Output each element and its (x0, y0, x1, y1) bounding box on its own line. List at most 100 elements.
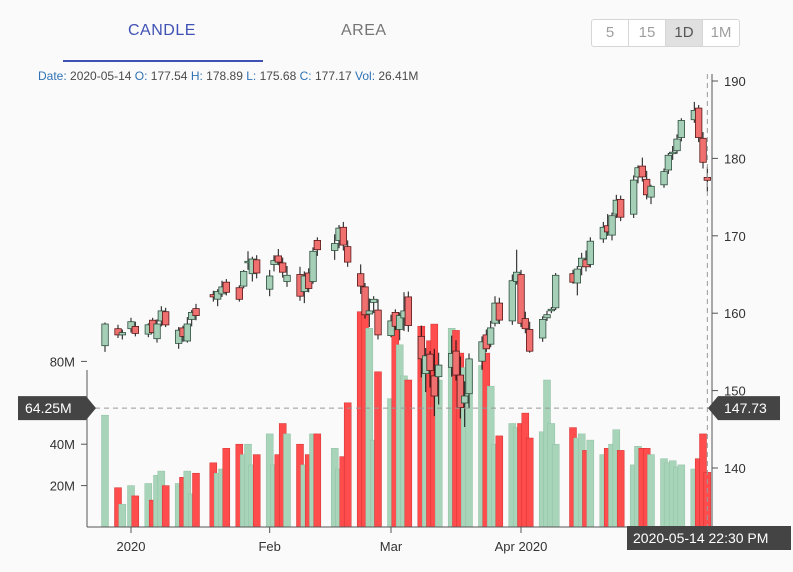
candle-body (426, 353, 434, 371)
candle-body (460, 395, 469, 404)
ohlc-vol-value: 26.41M (378, 69, 419, 83)
candle-body (638, 165, 646, 178)
volume-bar (161, 485, 170, 528)
candle-body (192, 308, 200, 317)
candle-body (669, 151, 677, 155)
crosshair-price-label: 147.73 (724, 400, 767, 416)
ohlc-close-key: C: (299, 69, 312, 83)
candle-body (404, 296, 413, 326)
volume-bar (551, 443, 560, 528)
time-range-selector: 5 15 1D 1M (591, 19, 740, 47)
candle-body (543, 314, 551, 319)
candle-body (508, 280, 517, 322)
volume-bar (222, 448, 231, 528)
crosshair-date-badge (627, 526, 791, 550)
candle-body (673, 138, 681, 152)
volume-tick-label: 40M (50, 437, 75, 452)
candle-body (369, 298, 378, 303)
candle-body (677, 120, 685, 138)
candle-body (617, 198, 625, 218)
candle-body (573, 268, 581, 284)
candle-body (309, 250, 317, 282)
candle-body (239, 270, 248, 287)
candle-body (101, 323, 109, 347)
tab-area[interactable]: AREA (341, 22, 387, 39)
ohlc-low-key: L: (246, 69, 257, 83)
volume-bar (313, 433, 322, 528)
candle-body (430, 375, 439, 397)
candle-body (330, 243, 339, 251)
price-tick-label: 140 (724, 461, 746, 476)
crosshair-price-badge (708, 396, 780, 421)
tab-candle[interactable]: CANDLE (128, 22, 196, 39)
candle-body (495, 302, 504, 321)
price-tick-label: 170 (724, 229, 746, 244)
candle-body (586, 240, 594, 265)
candle-body (699, 137, 707, 163)
volume-bar (586, 439, 595, 528)
candle-body (222, 281, 231, 293)
volume-bar (677, 464, 686, 528)
volume-bar (404, 379, 413, 528)
candle-body (486, 327, 495, 345)
candle-body (456, 374, 465, 409)
volume-bar (647, 454, 655, 528)
range-button-5[interactable]: 5 (592, 20, 629, 46)
candle-body (695, 107, 703, 138)
ohlc-vol-key: Vol: (355, 69, 376, 83)
candle-body (526, 329, 534, 352)
candle-body (153, 323, 161, 340)
range-button-1m[interactable]: 1M (710, 24, 732, 41)
volume-tick-label: 20M (50, 479, 75, 494)
ohlc-low-value: 175.68 (259, 69, 297, 83)
crosshair-date-label: 2020-05-14 22:30 PM (633, 530, 768, 546)
candle-body (361, 286, 369, 316)
candle-body (417, 335, 426, 360)
ohlc-close-value: 177.17 (314, 69, 352, 83)
volume-bar (616, 450, 625, 528)
candle-body (118, 332, 126, 336)
candle-body (521, 318, 529, 330)
candle-body (387, 320, 395, 336)
price-tick-label: 180 (724, 151, 746, 166)
range-button-1d[interactable]: 1D (666, 20, 703, 46)
time-tick-label: Feb (258, 539, 280, 554)
candle-body (270, 260, 278, 265)
candle-body (131, 325, 140, 334)
volume-bar (283, 433, 291, 528)
candle-body (283, 274, 291, 282)
range-button-15[interactable]: 15 (629, 20, 666, 46)
candle-body (161, 311, 170, 326)
candle-body (539, 318, 547, 339)
chart-type-tabs: CANDLE AREA (0, 0, 470, 62)
candle-body (127, 321, 135, 330)
axes: 140 150 160 170 180 190 20M 40M 80M 2020 Feb Mar Apr… (50, 74, 746, 554)
candle-body (434, 364, 443, 378)
time-tick-label: 2020 (117, 539, 146, 554)
volume-tick-label: 80M (50, 354, 75, 369)
ohlc-date-value: 2020-05-14 (70, 69, 132, 83)
candle-body (660, 171, 668, 186)
candle-body (213, 291, 222, 300)
candle-body (274, 255, 283, 263)
ohlc-open-value: 177.54 (150, 69, 188, 83)
price-tick-label: 190 (724, 74, 746, 89)
candle-body (174, 329, 183, 344)
candle-body (365, 310, 374, 315)
candle-body (664, 154, 672, 171)
candle-body (395, 315, 404, 330)
ohlc-high-value: 178.89 (206, 69, 243, 83)
candle-body (608, 215, 616, 236)
candle-body (235, 287, 244, 300)
candle-body (547, 308, 555, 312)
ohlc-date-key: Date: (38, 69, 67, 83)
candle-body (452, 350, 460, 376)
volume-bar (374, 371, 382, 528)
candle-body (183, 323, 192, 342)
candle-body (339, 226, 348, 246)
volume-bar (118, 503, 127, 528)
candle-body (647, 185, 655, 198)
candle-body (252, 259, 261, 274)
candle-body (374, 309, 382, 336)
